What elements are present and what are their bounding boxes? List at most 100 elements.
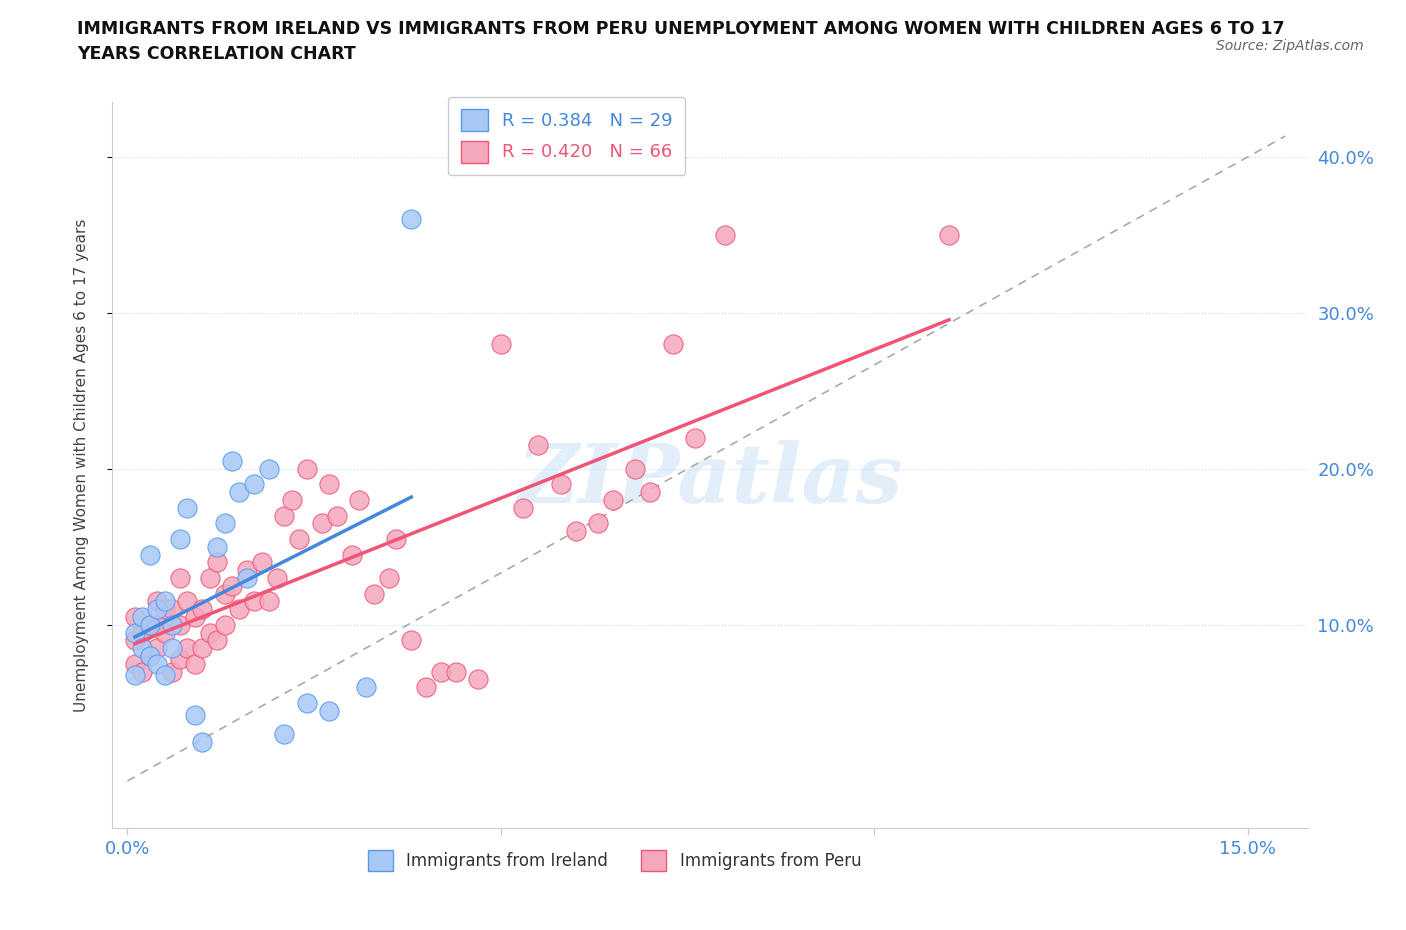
Point (221, 454, 243, 469)
Point (250, 555, 273, 570)
Point (318, 703, 340, 718)
Point (347, 493, 370, 508)
Point (444, 664, 467, 679)
Point (602, 493, 624, 508)
Point (236, 571, 259, 586)
Point (169, 571, 191, 586)
Point (131, 625, 153, 640)
Point (273, 509, 295, 524)
Text: IMMIGRANTS FROM IRELAND VS IMMIGRANTS FROM PERU UNEMPLOYMENT AMONG WOMEN WITH CH: IMMIGRANTS FROM IRELAND VS IMMIGRANTS FR… (77, 20, 1285, 38)
Point (228, 485, 250, 499)
Point (139, 618, 162, 632)
Point (281, 493, 304, 508)
Text: Source: ZipAtlas.com: Source: ZipAtlas.com (1216, 39, 1364, 53)
Point (401, 633, 423, 648)
Point (146, 641, 169, 656)
Point (131, 641, 153, 656)
Point (640, 485, 662, 499)
Point (356, 680, 378, 695)
Point (191, 735, 214, 750)
Point (124, 657, 146, 671)
Point (415, 680, 437, 695)
Point (131, 664, 153, 679)
Point (153, 668, 176, 683)
Point (214, 516, 236, 531)
Point (124, 668, 146, 683)
Point (288, 532, 311, 547)
Point (162, 602, 183, 617)
Point (214, 618, 236, 632)
Point (153, 625, 176, 640)
Point (162, 664, 183, 679)
Point (124, 610, 146, 625)
Point (259, 594, 281, 609)
Point (162, 641, 183, 656)
Point (176, 500, 198, 515)
Point (169, 532, 191, 547)
Point (205, 555, 228, 570)
Point (243, 477, 266, 492)
Point (176, 641, 198, 656)
Point (183, 610, 205, 625)
Text: YEARS CORRELATION CHART: YEARS CORRELATION CHART (77, 45, 356, 62)
Point (385, 532, 408, 547)
Point (205, 539, 228, 554)
Point (139, 648, 162, 663)
Point (191, 602, 214, 617)
Point (214, 586, 236, 601)
Point (550, 477, 572, 492)
Point (162, 618, 183, 632)
Point (191, 641, 214, 656)
Point (153, 602, 176, 617)
Point (318, 477, 340, 492)
Point (169, 652, 191, 667)
Point (183, 657, 205, 671)
Point (139, 618, 162, 632)
Point (311, 516, 333, 531)
Point (146, 657, 169, 671)
Point (624, 461, 647, 476)
Point (153, 594, 176, 609)
Point (266, 571, 288, 586)
Point (139, 547, 162, 562)
Point (527, 438, 550, 453)
Point (938, 228, 960, 243)
Point (176, 594, 198, 609)
Point (198, 625, 221, 640)
Point (295, 696, 318, 711)
Point (714, 228, 737, 243)
Point (183, 708, 205, 723)
Point (228, 602, 250, 617)
Text: ZIPatlas: ZIPatlas (517, 440, 903, 520)
Point (378, 571, 401, 586)
Point (124, 625, 146, 640)
Point (146, 594, 169, 609)
Point (401, 212, 423, 227)
Point (273, 726, 295, 741)
Point (661, 337, 683, 352)
Point (564, 524, 586, 538)
Point (512, 500, 534, 515)
Point (221, 578, 243, 593)
Point (124, 633, 146, 648)
Point (683, 431, 706, 445)
Y-axis label: Unemployment Among Women with Children Ages 6 to 17 years: Unemployment Among Women with Children A… (75, 219, 89, 711)
Point (363, 586, 385, 601)
Point (325, 509, 347, 524)
Point (586, 516, 609, 531)
Point (467, 672, 489, 687)
Point (146, 618, 169, 632)
Point (243, 594, 266, 609)
Point (205, 633, 228, 648)
Point (146, 602, 169, 617)
Legend: Immigrants from Ireland, Immigrants from Peru: Immigrants from Ireland, Immigrants from… (361, 844, 868, 877)
Point (340, 547, 363, 562)
Point (259, 461, 281, 476)
Point (139, 648, 162, 663)
Point (295, 461, 318, 476)
Point (489, 337, 512, 352)
Point (131, 610, 153, 625)
Point (169, 618, 191, 632)
Point (430, 664, 453, 679)
Point (236, 563, 259, 578)
